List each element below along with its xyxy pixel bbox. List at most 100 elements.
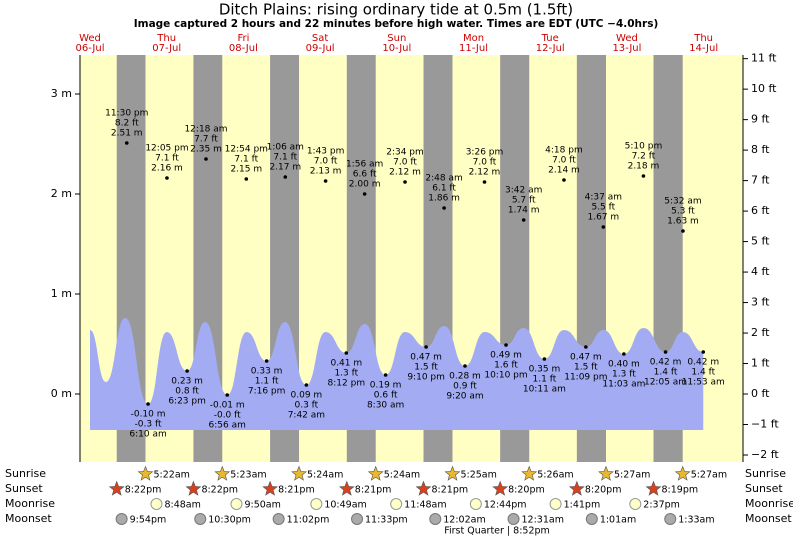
tide-label: 1.67 m <box>587 213 619 223</box>
tide-point <box>304 383 309 387</box>
moon-icon <box>585 513 598 525</box>
weekday-label: Wed <box>616 33 638 44</box>
row-label: Moonset <box>745 512 792 525</box>
moon-icon <box>230 498 243 510</box>
tide-label: 12:18 am <box>184 125 227 135</box>
moon-icon <box>664 513 677 525</box>
weekday-label: Fri <box>237 33 249 44</box>
event-time: 8:20pm <box>508 485 545 496</box>
event-time: 11:33pm <box>365 515 408 526</box>
moon-icon <box>469 498 482 510</box>
sun-icon <box>674 465 691 481</box>
tide-label: 7.1 ft <box>273 153 297 163</box>
sun-icon <box>444 465 461 481</box>
tide-point <box>185 369 189 373</box>
event-time: 12:44pm <box>484 500 527 511</box>
event-time: 5:24am <box>307 470 343 481</box>
event-time: 5:26am <box>537 470 573 481</box>
tide-label: 2.35 m <box>190 145 222 155</box>
event-time: 1:01am <box>600 515 636 526</box>
tide-label: 6:10 am <box>129 430 166 440</box>
sun-icon <box>492 480 509 496</box>
tide-point <box>383 373 388 377</box>
event-time: 8:20pm <box>585 485 622 496</box>
sun-icon <box>291 465 307 481</box>
tide-label: 7:42 am <box>288 411 325 421</box>
y2-tick-label: 3 ft <box>751 296 770 309</box>
tide-label: 1:56 am <box>346 160 383 170</box>
row-label: Moonrise <box>745 497 793 510</box>
tide-label: 1.63 m <box>667 217 699 227</box>
moon-icon <box>115 513 128 525</box>
event-time: 9:54pm <box>130 515 167 526</box>
moon-icon <box>390 498 403 510</box>
event-time: 10:49am <box>324 500 366 511</box>
event-time: 2:37pm <box>643 500 680 511</box>
tide-label: 2.00 m <box>349 180 381 190</box>
tide-point <box>344 351 349 355</box>
weekday-label: Tue <box>541 33 559 44</box>
date-label: 11-Jul <box>459 43 488 54</box>
tide-label: 0.09 m <box>291 391 323 401</box>
tide-label: 12:05 pm <box>145 144 188 154</box>
tide-label: 0.33 m <box>251 367 283 377</box>
tide-label: 2:34 pm <box>386 148 424 158</box>
row-label: Sunrise <box>745 467 786 480</box>
moon-icon <box>629 498 642 510</box>
moon-icon <box>507 513 520 525</box>
event-time: 8:48am <box>164 500 200 511</box>
tide-point <box>641 174 646 178</box>
chart-title: Ditch Plains: rising ordinary tide at 0.… <box>219 1 573 19</box>
tide-point <box>584 345 588 349</box>
tide-label: 2.14 m <box>548 166 580 176</box>
event-time: 12:02am <box>443 515 485 526</box>
moon-icon <box>194 513 207 525</box>
tide-label: 7.1 ft <box>155 154 179 164</box>
tide-label: -0.01 m <box>210 401 245 411</box>
sun-icon <box>568 480 585 496</box>
y2-tick-label: 2 ft <box>751 326 770 339</box>
tide-label: 2.12 m <box>389 168 421 178</box>
tide-label: 0.47 m <box>570 353 602 363</box>
tide-label: 7.1 ft <box>234 155 258 165</box>
tide-label: 7:16 pm <box>248 387 286 397</box>
tide-point <box>442 206 446 210</box>
event-time: 9:50am <box>244 500 280 511</box>
y2-tick-label: 1 ft <box>751 357 770 370</box>
chart-subtitle: Image captured 2 hours and 22 minutes be… <box>134 18 659 30</box>
tide-point <box>204 157 208 161</box>
tide-label: 7.2 ft <box>632 152 656 162</box>
tide-label: 4:18 pm <box>545 146 583 156</box>
tide-label: 5:10 pm <box>625 142 663 152</box>
tide-label: 7.0 ft <box>314 157 338 167</box>
tide-label: 1.74 m <box>508 206 540 216</box>
tide-label: 3:26 pm <box>466 148 504 158</box>
tide-label: 1:06 am <box>267 143 304 153</box>
tide-label: 2.17 m <box>269 163 301 173</box>
y2-tick-label: 8 ft <box>751 143 770 156</box>
tide-point <box>264 359 269 363</box>
event-time: 5:22am <box>154 470 190 481</box>
tide-label: 0.47 m <box>410 353 442 363</box>
tide-label: 0.35 m <box>529 365 561 375</box>
tide-label: 2.12 m <box>469 168 501 178</box>
row-label: Sunset <box>5 482 43 495</box>
date-label: 07-Jul <box>152 43 181 54</box>
tide-label: 2.15 m <box>230 165 262 175</box>
sun-icon <box>338 480 355 496</box>
tide-label: 0.23 m <box>171 377 203 387</box>
weekday-label: Thu <box>156 33 176 44</box>
date-label: 06-Jul <box>76 43 105 54</box>
tide-point <box>165 176 169 180</box>
tide-point <box>244 177 249 181</box>
sun-icon <box>108 480 125 496</box>
tide-label: 2.18 m <box>628 162 660 172</box>
tide-label: 11:53 am <box>682 378 725 388</box>
tide-label: 0.3 ft <box>295 401 319 411</box>
tide-label: 1.1 ft <box>255 377 279 387</box>
tide-label: -0.10 m <box>131 410 166 420</box>
tide-point <box>701 350 706 354</box>
date-label: 10-Jul <box>382 43 411 54</box>
tide-label: 0.41 m <box>330 359 362 369</box>
y2-tick-label: 5 ft <box>751 235 770 248</box>
